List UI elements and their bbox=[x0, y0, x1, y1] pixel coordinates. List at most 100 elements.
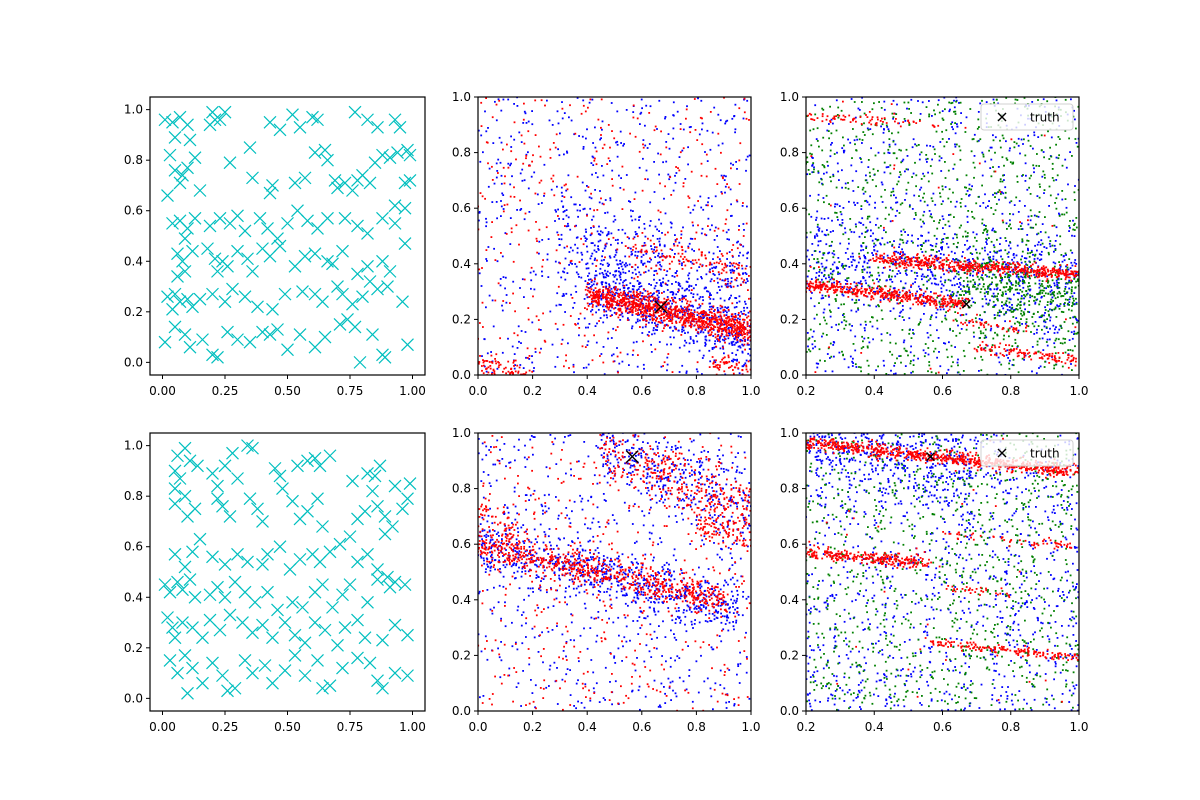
data-point-red bbox=[746, 370, 749, 373]
data-point-x-marker bbox=[218, 295, 232, 309]
data-point-blue bbox=[872, 232, 874, 235]
data-point-blue bbox=[588, 283, 591, 285]
data-point-red bbox=[640, 251, 643, 254]
data-point-blue bbox=[599, 190, 601, 192]
data-point-blue bbox=[601, 263, 604, 266]
data-point-red bbox=[708, 321, 711, 324]
data-point-blue bbox=[1037, 136, 1040, 138]
data-point-blue bbox=[832, 122, 834, 125]
data-point-blue bbox=[701, 296, 704, 298]
data-point-red bbox=[642, 146, 645, 149]
data-point-green bbox=[938, 155, 941, 158]
data-point-blue bbox=[745, 359, 748, 362]
x-tick-label: 0.4 bbox=[578, 384, 597, 398]
data-point-green bbox=[1022, 174, 1024, 176]
data-point-red bbox=[526, 347, 529, 350]
data-point-blue bbox=[848, 288, 851, 291]
data-point-blue bbox=[863, 327, 866, 329]
data-point-blue bbox=[898, 246, 900, 248]
data-point-x-marker bbox=[261, 221, 274, 235]
data-point-blue bbox=[701, 227, 704, 230]
data-point-blue bbox=[524, 112, 527, 115]
data-point-red bbox=[645, 316, 648, 318]
data-point-blue bbox=[732, 360, 734, 363]
data-point-blue bbox=[813, 166, 815, 169]
data-point-blue bbox=[701, 357, 704, 359]
data-point-green bbox=[970, 150, 973, 153]
data-point-blue bbox=[836, 267, 838, 270]
data-point-red bbox=[616, 302, 619, 305]
data-point-red bbox=[635, 295, 638, 298]
data-point-red bbox=[515, 158, 517, 161]
data-point-blue bbox=[558, 261, 560, 264]
data-point-blue bbox=[513, 367, 516, 370]
data-point-blue bbox=[527, 120, 530, 123]
data-point-blue bbox=[591, 173, 593, 176]
data-point-red bbox=[531, 160, 533, 163]
data-point-blue bbox=[847, 366, 850, 369]
data-point-green bbox=[1073, 222, 1076, 225]
data-point-blue bbox=[705, 234, 708, 237]
data-point-red bbox=[505, 233, 508, 235]
data-point-blue bbox=[998, 269, 1001, 272]
data-point-red bbox=[517, 370, 520, 373]
data-point-red bbox=[609, 146, 611, 149]
data-point-blue bbox=[637, 288, 640, 290]
data-point-green bbox=[912, 332, 914, 334]
data-point-green bbox=[956, 178, 959, 181]
data-point-green bbox=[1037, 99, 1039, 101]
data-point-blue bbox=[529, 271, 532, 274]
data-point-red bbox=[608, 289, 610, 292]
data-point-green bbox=[1021, 314, 1024, 317]
data-point-blue bbox=[572, 306, 574, 309]
data-point-blue bbox=[994, 304, 997, 306]
data-point-red bbox=[690, 289, 693, 291]
data-point-x-marker bbox=[206, 287, 219, 301]
data-point-blue bbox=[695, 368, 698, 371]
data-point-red bbox=[645, 310, 648, 313]
data-point-red bbox=[586, 293, 588, 296]
data-point-x-marker bbox=[291, 204, 304, 218]
data-point-blue bbox=[510, 146, 513, 148]
data-point-blue bbox=[1018, 278, 1021, 281]
data-point-blue bbox=[654, 305, 657, 307]
data-point-red bbox=[624, 305, 627, 307]
data-point-blue bbox=[574, 285, 577, 288]
data-point-blue bbox=[841, 263, 844, 265]
data-point-blue bbox=[816, 366, 819, 369]
data-point-blue bbox=[857, 308, 860, 311]
data-point-blue bbox=[663, 244, 666, 247]
data-point-blue bbox=[657, 296, 660, 299]
data-point-blue bbox=[888, 152, 891, 154]
data-point-green bbox=[885, 124, 888, 127]
data-point-red bbox=[683, 321, 686, 323]
data-point-blue bbox=[605, 274, 608, 276]
data-point-green bbox=[944, 317, 947, 320]
data-point-red bbox=[642, 297, 645, 300]
data-point-red bbox=[697, 326, 700, 328]
data-point-red bbox=[566, 188, 569, 191]
data-point-blue bbox=[893, 240, 895, 242]
data-point-blue bbox=[496, 217, 498, 220]
data-point-blue bbox=[1077, 320, 1079, 322]
data-point-blue bbox=[728, 326, 730, 329]
data-point-blue bbox=[684, 250, 687, 253]
data-point-red bbox=[640, 315, 643, 318]
data-point-red bbox=[677, 252, 680, 255]
data-point-blue bbox=[874, 201, 876, 204]
data-point-red bbox=[667, 353, 670, 355]
data-point-blue bbox=[590, 197, 593, 200]
data-point-blue bbox=[739, 318, 741, 321]
data-point-red bbox=[593, 300, 595, 303]
data-point-red bbox=[634, 243, 637, 246]
data-point-red bbox=[719, 364, 721, 367]
data-point-red bbox=[633, 295, 636, 297]
data-point-blue bbox=[712, 252, 715, 255]
data-point-red bbox=[593, 159, 596, 162]
data-point-red bbox=[632, 349, 635, 352]
data-point-blue bbox=[645, 317, 647, 320]
data-point-blue bbox=[614, 287, 617, 289]
data-point-green bbox=[888, 138, 891, 140]
data-point-blue bbox=[716, 307, 719, 309]
data-point-blue bbox=[817, 228, 820, 231]
